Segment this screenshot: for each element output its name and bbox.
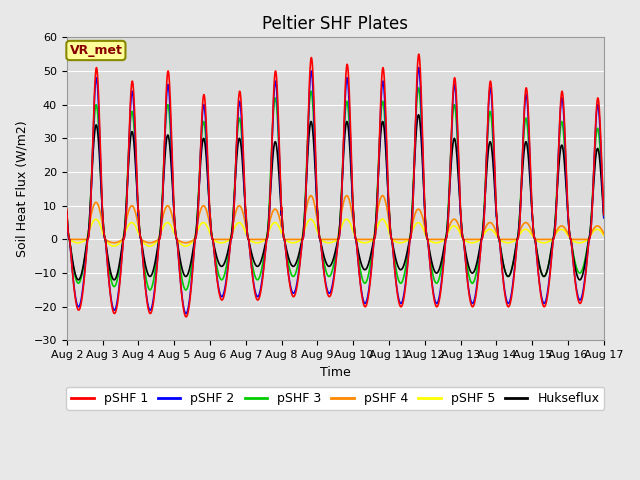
Y-axis label: Soil Heat Flux (W/m2): Soil Heat Flux (W/m2) [15,120,28,257]
Text: VR_met: VR_met [70,44,122,57]
Legend: pSHF 1, pSHF 2, pSHF 3, pSHF 4, pSHF 5, Hukseflux: pSHF 1, pSHF 2, pSHF 3, pSHF 4, pSHF 5, … [66,387,605,410]
X-axis label: Time: Time [320,366,351,379]
Title: Peltier SHF Plates: Peltier SHF Plates [262,15,408,33]
